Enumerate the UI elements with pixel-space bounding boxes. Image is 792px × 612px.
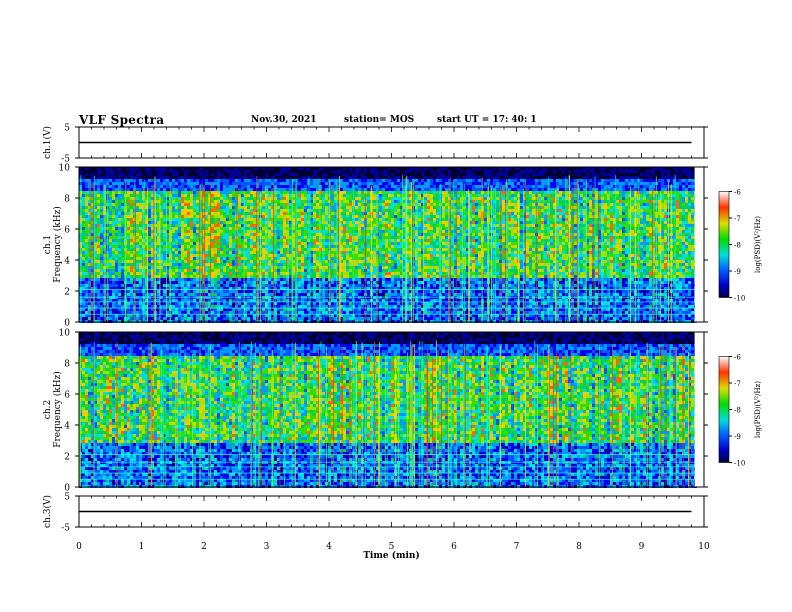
y-tick-label: 5 [64,124,70,134]
figure-title: VLF Spectra [79,113,164,127]
colorbar-label: log(PSD)(V²/Hz) [754,216,762,273]
y-tick-label: -5 [61,155,70,165]
y-axis-channel-label: ch.1 [43,235,53,254]
colorbar-tick-label: -7 [734,215,741,223]
colorbar-tick-label: -6 [734,189,741,197]
y-axis-label: ch.3(V) [42,495,53,528]
start-time-label: start UT = 17: 40: 1 [437,115,537,125]
y-axis-label: ch.1(V) [42,126,53,159]
x-tick-label: 1 [139,542,145,552]
x-tick-label: 6 [451,542,457,552]
y-tick-label: 10 [59,329,71,339]
y-tick-label: 0 [64,319,70,329]
x-tick-label: 7 [514,542,520,552]
y-axis-label: Frequency (kHz) [52,206,63,283]
colorbar [718,356,730,463]
colorbar-tick-label: -6 [734,354,741,362]
x-tick-label: 9 [639,542,645,552]
y-tick-label: 0 [64,484,70,494]
no-data-region [694,332,704,487]
station-label: station= MOS [344,115,414,125]
y-axis-channel-label: ch.2 [43,400,53,419]
spectrogram-ch1 [79,167,704,323]
colorbar-tick-label: -10 [734,295,745,303]
colorbar-tick-label: -9 [734,433,741,441]
x-tick-label: 2 [201,542,207,552]
y-tick-label: -5 [61,524,70,534]
y-tick-label: 5 [64,493,70,503]
colorbar-tick-label: -10 [734,460,745,468]
colorbar-tick-label: -7 [734,380,741,388]
x-tick-label: 5 [389,542,395,552]
y-tick-label: 6 [64,391,70,401]
y-tick-label: 2 [64,288,70,298]
colorbar-label: log(PSD)(V²/Hz) [754,381,762,438]
y-tick-label: 8 [64,360,70,370]
no-data-region [694,167,704,322]
colorbar-tick-label: -8 [734,407,741,415]
y-tick-label: 6 [64,226,70,236]
date-label: Nov.30, 2021 [251,115,317,125]
colorbar-tick-label: -8 [734,242,741,250]
y-axis-label: Frequency (kHz) [52,371,63,448]
spectrogram-ch2 [79,332,704,488]
colorbar [718,191,730,298]
x-tick-label: 8 [576,542,582,552]
x-axis-label: Time (min) [363,550,420,561]
colorbar-tick-label: -9 [734,268,741,276]
y-tick-label: 2 [64,453,70,463]
x-tick-label: 10 [698,542,710,552]
x-tick-label: 3 [264,542,270,552]
x-tick-label: 4 [326,542,332,552]
y-tick-label: 10 [59,164,71,174]
y-tick-label: 4 [64,422,70,432]
y-tick-label: 4 [64,257,70,267]
y-tick-label: 8 [64,195,70,205]
x-tick-label: 0 [76,542,82,552]
